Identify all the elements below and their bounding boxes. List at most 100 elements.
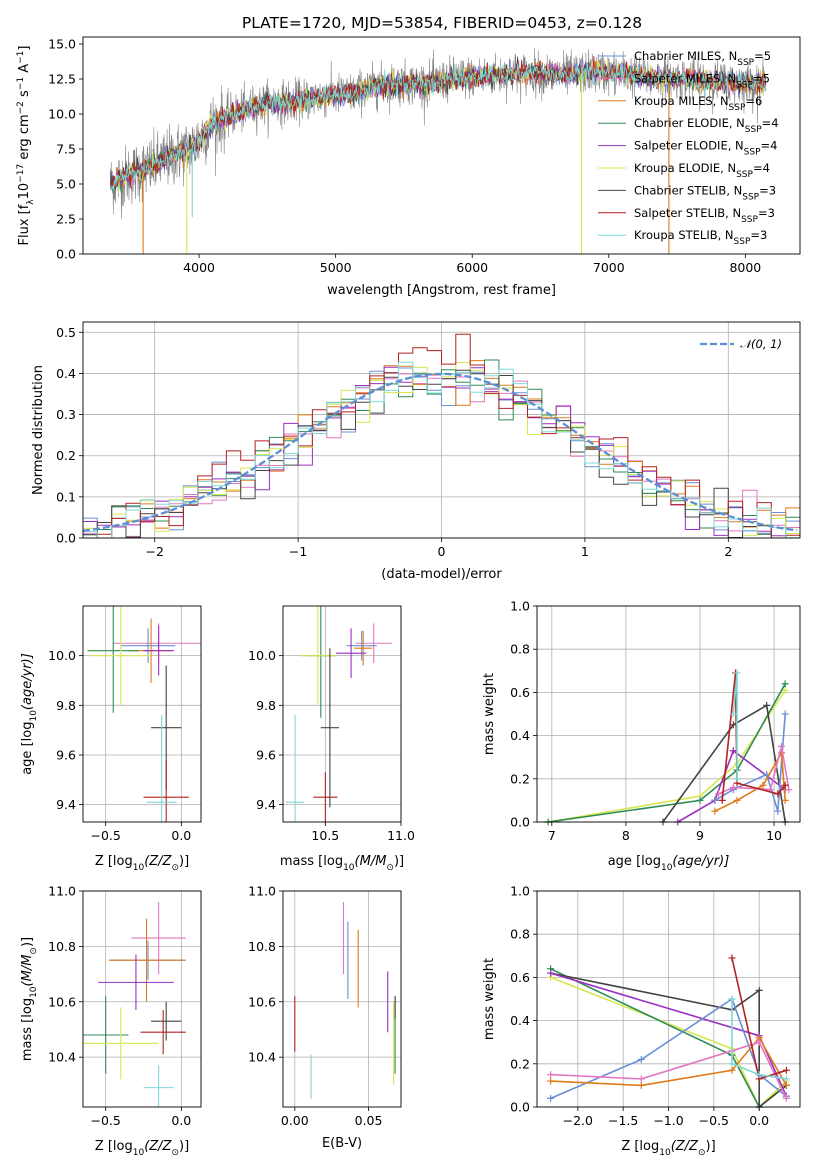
weight-marker — [782, 1066, 790, 1074]
y-axis-label-part: A — [17, 64, 32, 77]
legend-label-part: Chabrier STELIB, N — [634, 183, 742, 197]
x-tick-label: 7000 — [593, 260, 625, 275]
weight-marker — [547, 1094, 555, 1102]
x-tick-label: −1 — [289, 544, 307, 559]
mass-vs-metallicity-panel: −0.5 0.010.410.610.811.0Z [log10(Z/Z⊙)]ma… — [20, 884, 202, 1158]
x-tick-label: 4000 — [183, 260, 215, 275]
weight-marker — [781, 796, 789, 804]
legend-label-part: Kroupa MILES, N — [634, 94, 729, 108]
legend-label-part: SSP — [729, 103, 746, 113]
axes-frame — [282, 890, 402, 1108]
legend-label-part: Kroupa ELODIE, N — [634, 161, 736, 175]
histogram-step — [83, 333, 800, 538]
legend-label: Salpeter STELIB, NSSP=3 — [634, 206, 775, 225]
x-tick-label: 10.5 — [311, 828, 339, 843]
x-axis-label-part: Z [log — [621, 1139, 659, 1154]
y-tick-label: 11.0 — [48, 884, 76, 899]
legend-label-part: SSP — [742, 192, 759, 202]
axes-frame — [82, 321, 801, 539]
x-tick-label: 8 — [622, 828, 630, 843]
legend-label-part: =5 — [754, 49, 771, 63]
x-tick-label: −1.5 — [608, 1113, 638, 1128]
spectrum-panel: 4000 5000 6000 7000 8000 0.0 2.5 5.0 7.5 10.0 12.5… — [16, 36, 801, 298]
y-axis-label: Normed distribution — [31, 365, 46, 495]
y-tick-label: 1.0 — [510, 599, 530, 614]
x-tick-label: −0.5 — [699, 1113, 729, 1128]
x-tick-label: −2.0 — [563, 1113, 593, 1128]
y-tick-label: 9.4 — [56, 797, 76, 812]
legend-label-part: Salpeter ELODIE, N — [634, 139, 744, 153]
legend-label-part: =4 — [753, 161, 770, 175]
x-axis-label-part: 10 — [133, 863, 145, 873]
histogram-step — [83, 361, 800, 538]
y-tick-label: 10.0 — [48, 107, 76, 122]
y-axis-label-part: −2 — [16, 101, 26, 114]
legend-label: Chabrier ELODIE, NSSP=4 — [634, 116, 779, 135]
x-axis-label: wavelength [Angstrom, rest frame] — [327, 283, 556, 298]
weight-marker — [711, 807, 719, 815]
y-tick-label: 0.8 — [510, 642, 530, 657]
weight-marker — [637, 1075, 645, 1083]
x-tick-label: −0.5 — [91, 828, 121, 843]
mass-vs-ebv-panel: 0.00 0.05 10.4 10.6 10.8 11.0 E(B-V) — [248, 884, 402, 1151]
y-tick-label: 0.2 — [510, 771, 530, 786]
y-tick-label: 10.0 — [48, 648, 76, 663]
legend-label-part: SSP — [736, 80, 753, 90]
y-tick-label: 10.8 — [48, 939, 76, 954]
legend-label: Chabrier MILES, NSSP=5 — [634, 49, 771, 68]
legend-label-part: SSP — [744, 148, 761, 158]
axes-frame — [82, 36, 801, 255]
x-axis-label: Z [log10(Z/Z⊙)] — [95, 1139, 189, 1158]
x-tick-label: 0.0 — [171, 828, 191, 843]
legend-label-part: Kroupa STELIB, N — [634, 228, 734, 242]
y-tick-label: 0.4 — [510, 1013, 530, 1028]
y-tick-label: 0.0 — [56, 531, 76, 546]
weight-marker — [711, 796, 719, 804]
y-axis-label: Flux [fλ10−17 erg cm−2 s−1 A−1] — [16, 46, 36, 246]
axes-frame — [282, 605, 402, 823]
legend-label: Salpeter MILES, NSSP=5 — [634, 71, 770, 90]
y-tick-label: 10.4 — [48, 1050, 76, 1065]
legend-label-part: Chabrier ELODIE, N — [634, 116, 745, 130]
x-tick-label: 9 — [696, 828, 704, 843]
x-axis-label-part: 10 — [343, 863, 355, 873]
weight-marker — [781, 680, 789, 688]
legend-label: Kroupa ELODIE, NSSP=4 — [634, 161, 770, 180]
y-tick-label: 10.0 — [248, 648, 276, 663]
y-axis-label-part: age [log — [20, 722, 35, 775]
weight-marker — [781, 686, 789, 694]
gaussian-curve — [82, 372, 798, 532]
x-axis-label: Z [log10(Z/Z⊙)] — [95, 854, 189, 873]
weight-line — [662, 704, 786, 822]
weight-marker — [637, 1081, 645, 1089]
weight-marker — [547, 1071, 555, 1079]
x-tick-label: 0.0 — [749, 1113, 769, 1128]
y-axis-label-part: erg cm — [17, 114, 32, 163]
x-axis-label: (data-model)/error — [381, 567, 502, 582]
y-axis-label-part: ] — [17, 46, 32, 51]
legend-label-part: Chabrier MILES, N — [634, 49, 737, 63]
weight-marker — [755, 1038, 763, 1046]
y-axis-label-part: −1 — [16, 51, 26, 64]
weight-line — [677, 749, 786, 822]
y-tick-label: 9.8 — [256, 698, 276, 713]
weight-marker — [728, 1066, 736, 1074]
y-tick-label: 0.4 — [56, 366, 76, 381]
y-tick-label: 2.5 — [56, 212, 76, 227]
weight-marker — [733, 669, 741, 677]
x-axis-label: mass [log10(M/M⊙)] — [280, 854, 404, 873]
weight-marker — [729, 783, 737, 791]
axes-frame — [536, 605, 801, 823]
y-axis-label-part: Flux [f — [17, 204, 32, 245]
weight-marker — [696, 796, 704, 804]
legend-label-part: =5 — [753, 71, 770, 85]
legend-label-part: SSP — [737, 58, 754, 68]
x-axis-label: Z [log10(Z/Z⊙)] — [621, 1139, 715, 1158]
legend-label-part: =6 — [745, 94, 762, 108]
x-axis-label-part: )] — [179, 1139, 189, 1154]
x-axis-label-part: Z [log — [95, 1139, 133, 1154]
weight-marker — [782, 1094, 790, 1102]
x-axis-label-part: ⊙ — [386, 863, 394, 873]
